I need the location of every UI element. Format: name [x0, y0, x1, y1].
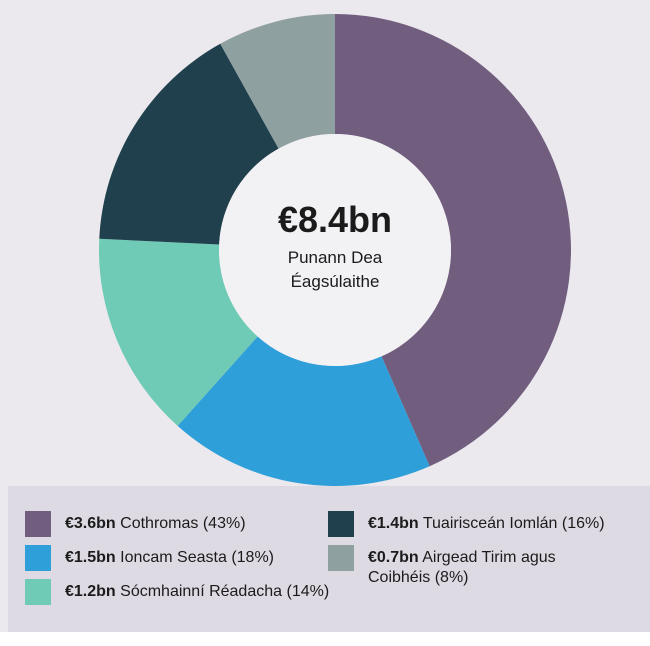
- legend-amount: €1.5bn: [65, 549, 116, 566]
- chart: €8.4bn Punann Dea Éagsúlaithe €3.6bn Cot…: [0, 0, 650, 632]
- legend-text: €1.5bn Ioncam Seasta (18%): [65, 548, 274, 571]
- legend-percent: (8%): [434, 569, 469, 586]
- center-subtitle: Punann Dea Éagsúlaithe: [287, 248, 383, 291]
- donut-hole: [219, 134, 451, 366]
- center-total: €8.4bn: [277, 199, 393, 240]
- legend-name: Sócmhainní Réadacha: [120, 583, 283, 600]
- donut-slice: [220, 14, 335, 149]
- center-label: €8.4bn Punann Dea Éagsúlaithe: [235, 200, 435, 294]
- legend-text: €0.7bn Airgead Tirim agus Coibhéis (8%): [368, 548, 578, 588]
- legend-percent: (14%): [286, 583, 330, 600]
- legend-name: Cothromas: [120, 515, 199, 532]
- legend-item: €1.5bn Ioncam Seasta (18%): [25, 545, 274, 571]
- donut-slice: [99, 238, 258, 426]
- legend-item: €1.4bn Tuairisceán Iomlán (16%): [328, 511, 605, 537]
- donut-slice: [335, 14, 571, 467]
- legend-swatch: [328, 511, 354, 537]
- legend-name: Airgead Tirim agus Coibhéis: [368, 549, 556, 586]
- legend: €3.6bn Cothromas (43%) €1.5bn Ioncam Seas…: [8, 486, 650, 632]
- legend-name: Ioncam Seasta: [120, 549, 227, 566]
- legend-amount: €1.2bn: [65, 583, 116, 600]
- legend-percent: (16%): [561, 515, 605, 532]
- legend-amount: €0.7bn: [368, 549, 419, 566]
- legend-text: €3.6bn Cothromas (43%): [65, 514, 246, 537]
- legend-amount: €3.6bn: [65, 515, 116, 532]
- legend-text: €1.2bn Sócmhainní Réadacha (14%): [65, 582, 329, 605]
- donut-slice: [99, 43, 279, 245]
- legend-percent: (43%): [202, 515, 246, 532]
- legend-item: €3.6bn Cothromas (43%): [25, 511, 246, 537]
- legend-text: €1.4bn Tuairisceán Iomlán (16%): [368, 514, 605, 537]
- legend-item: €1.2bn Sócmhainní Réadacha (14%): [25, 579, 329, 605]
- legend-swatch: [25, 511, 51, 537]
- donut: [99, 14, 571, 487]
- legend-swatch: [328, 545, 354, 571]
- legend-percent: (18%): [231, 549, 275, 566]
- legend-swatch: [25, 579, 51, 605]
- legend-swatch: [25, 545, 51, 571]
- legend-amount: €1.4bn: [368, 515, 419, 532]
- legend-item: €0.7bn Airgead Tirim agus Coibhéis (8%): [328, 545, 588, 588]
- donut-slice: [177, 336, 430, 487]
- legend-name: Tuairisceán Iomlán: [422, 515, 558, 532]
